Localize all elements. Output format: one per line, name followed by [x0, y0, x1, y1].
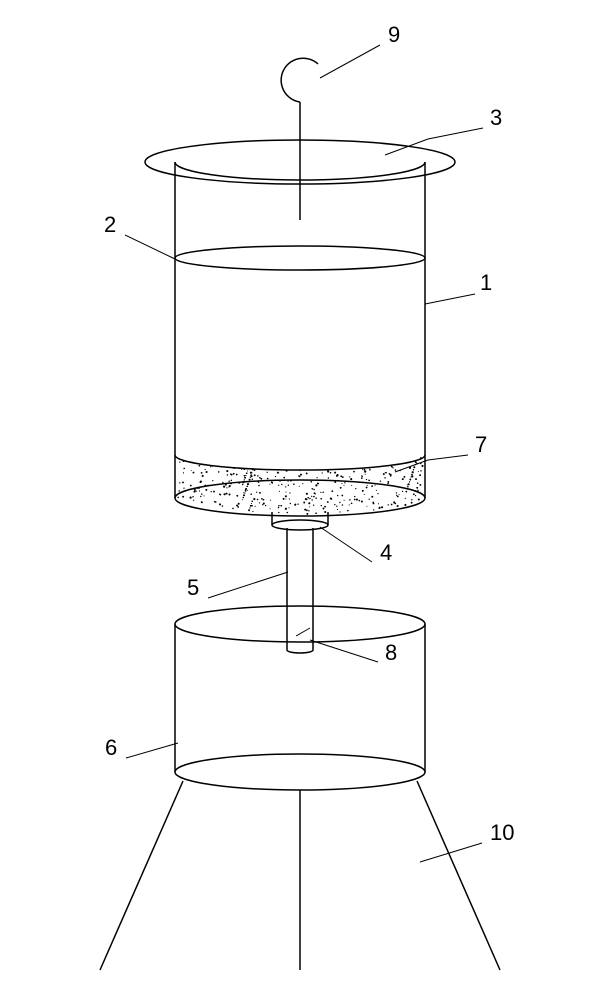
label-l1: 1 — [480, 270, 492, 295]
leader-l5 — [208, 572, 288, 598]
label-l7: 7 — [475, 432, 487, 457]
leader-l6 — [126, 743, 178, 758]
label-l4: 4 — [380, 540, 392, 565]
part-neck-tube — [287, 528, 313, 653]
part-hook — [281, 58, 318, 220]
technical-diagram: 1 2 3 4 5 6 7 8 9 10 — [0, 0, 612, 1000]
label-l5: 5 — [187, 575, 199, 600]
label-l3: 3 — [490, 105, 502, 130]
label-l8: 8 — [385, 640, 397, 665]
leader-l4 — [320, 527, 372, 562]
label-l9: 9 — [388, 22, 400, 47]
part-water-line — [175, 246, 425, 270]
leader-l8 — [310, 640, 378, 662]
part-neck-cap — [272, 512, 328, 530]
leader-lines — [125, 45, 483, 862]
label-l2: 2 — [104, 212, 116, 237]
label-group: 1 2 3 4 5 6 7 8 9 10 — [104, 22, 514, 845]
leader-l2 — [125, 235, 175, 259]
leader-l1 — [425, 294, 475, 304]
label-l6: 6 — [105, 735, 117, 760]
leader-l9 — [320, 45, 380, 78]
label-l10: 10 — [490, 820, 514, 845]
part-legs — [100, 781, 500, 970]
